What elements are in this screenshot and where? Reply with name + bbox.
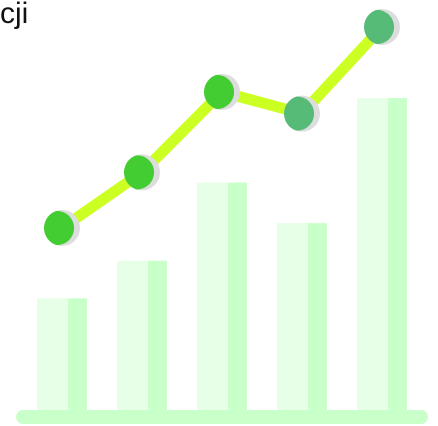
clipped-caption: cji [0,0,29,30]
bar-shade-5 [388,98,407,411]
bar-shade-4 [308,223,327,411]
trend-marker-4 [284,95,320,132]
trend-marker-2 [124,154,160,191]
markers-group [44,9,400,246]
trend-marker-5 [364,9,400,45]
bar-shade-1 [68,298,87,411]
bars-group [37,98,407,411]
bar-shade-3 [228,182,247,411]
trend-marker-1 [44,210,80,246]
baseline-bar [16,410,428,424]
bar-shade-2 [148,260,167,411]
trend-marker-3 [204,73,240,110]
